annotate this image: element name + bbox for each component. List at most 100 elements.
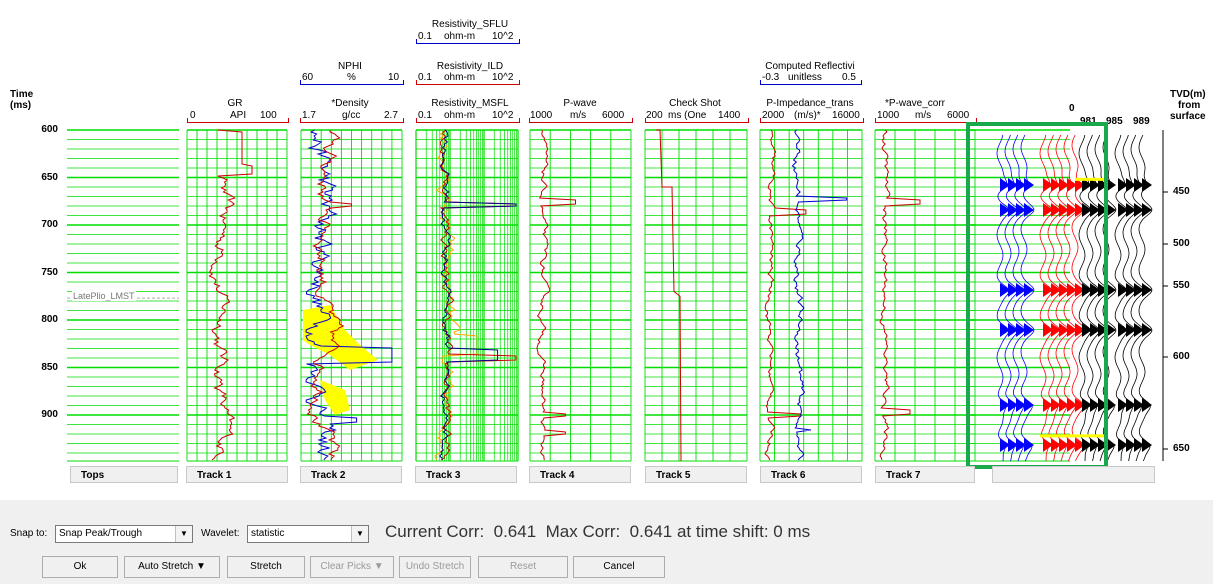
seismic-peak-fill: [1082, 438, 1092, 452]
seismic-peak-fill: [1043, 283, 1053, 297]
seismic-peak-fill: [1098, 323, 1108, 337]
seismic-peak-fill: [1059, 178, 1069, 192]
gr-curve: [208, 129, 253, 461]
seismic-peak-fill: [1126, 398, 1136, 412]
seismic-peak-fill: [1090, 438, 1100, 452]
seismic-peak-fill: [1106, 438, 1116, 452]
msfl-header: Resistivity_MSFL: [431, 98, 509, 109]
ok-button[interactable]: Ok: [42, 556, 118, 578]
seismic-peak-fill: [1067, 283, 1077, 297]
sflu-curve: [438, 129, 517, 461]
pwave-header: P-wave: [563, 98, 597, 109]
auto-stretch-button[interactable]: Auto Stretch ▼: [124, 556, 220, 578]
sflu-header: Resistivity_SFLU: [431, 19, 509, 30]
track-button-4[interactable]: Track 4: [529, 466, 631, 483]
seismic-peak-fill: [1075, 438, 1085, 452]
pimp-header: P-Impedance_trans: [766, 98, 854, 109]
tvd-axis-from: from: [1178, 100, 1201, 111]
track-button-6[interactable]: Track 6: [760, 466, 862, 483]
track-button-2[interactable]: Track 2: [300, 466, 402, 483]
seismic-peak-fill: [1067, 323, 1077, 337]
track-button-seismic[interactable]: [992, 466, 1155, 483]
nphi-curve: [305, 129, 393, 461]
seismic-peak-fill: [1075, 283, 1085, 297]
reflect-header: Computed Reflectivi: [765, 61, 855, 72]
seismic-peak-fill: [1043, 398, 1053, 412]
seismic-peak-fill: [1098, 178, 1108, 192]
seismic-peak-fill: [1024, 323, 1034, 337]
wavelet-select[interactable]: statistic ▼: [247, 525, 369, 543]
pwave-corr-curve: [879, 129, 921, 461]
seismic-peak-fill: [1075, 398, 1085, 412]
seismic-peak-fill: [1067, 178, 1077, 192]
seismic-peak-fill: [1090, 398, 1100, 412]
seismic-peak-fill: [1082, 203, 1092, 217]
seismic-peak-fill: [1118, 203, 1128, 217]
seismic-peak-fill: [1142, 283, 1152, 297]
track-button-5[interactable]: Track 5: [645, 466, 747, 483]
wavelet-label: Wavelet:: [201, 528, 240, 539]
tvd-axis-surface: surface: [1170, 111, 1206, 122]
track-button-tops[interactable]: Tops: [70, 466, 178, 483]
track-button-3[interactable]: Track 3: [415, 466, 517, 483]
seismic-peak-fill: [1000, 398, 1010, 412]
plot-canvas: [67, 122, 1168, 469]
seismic-peak-fill: [1059, 438, 1069, 452]
pwave-scale-line: [529, 118, 633, 123]
seismic-peak-fill: [1118, 283, 1128, 297]
tvd-tick: 500: [1173, 238, 1190, 249]
snap-label: Snap to:: [10, 528, 48, 539]
snap-select[interactable]: Snap Peak/Trough ▼: [55, 525, 193, 543]
seismic-peak-fill: [1051, 283, 1061, 297]
reset-button[interactable]: Reset: [478, 556, 568, 578]
stretch-button[interactable]: Stretch: [227, 556, 305, 578]
well-tie-plot: Time (ms) 600 650 700 750 800 850 900 TVD(m) f…: [0, 0, 1213, 500]
seismic-peak-fill: [1043, 438, 1053, 452]
seismic-peak-fill: [1075, 178, 1085, 192]
seismic-peak-fill: [1000, 323, 1010, 337]
track-button-7[interactable]: Track 7: [875, 466, 975, 483]
pwavecorr-scale-line: [875, 118, 977, 123]
seismic-peak-fill: [1106, 283, 1116, 297]
pimp-curve: [764, 129, 807, 461]
time-tick: 600: [41, 124, 58, 135]
correlation-status: Current Corr: 0.641 Max Corr: 0.641 at t…: [385, 522, 811, 541]
seismic-peak-fill: [1142, 398, 1152, 412]
seismic-peak-fill: [1106, 178, 1116, 192]
track-button-1[interactable]: Track 1: [186, 466, 288, 483]
undo-stretch-button[interactable]: Undo Stretch: [399, 556, 471, 578]
seismic-peak-fill: [1024, 438, 1034, 452]
pwave-curve: [536, 129, 576, 461]
density-scale-line: [300, 118, 404, 123]
msfl-curve: [434, 129, 478, 461]
density-crossover-fill: [303, 305, 378, 370]
seismic-peak-fill: [1106, 203, 1116, 217]
seismic-peak-fill: [1126, 178, 1136, 192]
seismic-peak-fill: [1142, 178, 1152, 192]
seismic-peak-fill: [1118, 398, 1128, 412]
seismic-peak-fill: [1051, 203, 1061, 217]
seismic-peak-fill: [1043, 323, 1053, 337]
seismic-peak-fill: [1016, 398, 1026, 412]
seismic-peak-fill: [1059, 203, 1069, 217]
clear-picks-button[interactable]: Clear Picks ▼: [310, 556, 394, 578]
cancel-button[interactable]: Cancel: [573, 556, 665, 578]
seismic-peak-fill: [1142, 203, 1152, 217]
seismic-peak-fill: [1090, 203, 1100, 217]
time-axis-unit: (ms): [10, 100, 32, 111]
seismic-peak-fill: [1075, 323, 1085, 337]
density-curve: [306, 129, 352, 461]
seismic-peak-fill: [1000, 203, 1010, 217]
ild-header: Resistivity_ILD: [436, 61, 504, 72]
tvd-tick: 650: [1173, 443, 1190, 454]
seismic-peak-fill: [1059, 323, 1069, 337]
tvd-tick: 450: [1173, 186, 1190, 197]
seismic-peak-fill: [1118, 178, 1128, 192]
seismic-peak-fill: [1106, 398, 1116, 412]
seismic-trace-label: 981: [1080, 116, 1097, 127]
seismic-peak-fill: [1000, 283, 1010, 297]
seismic-peak-fill: [1016, 283, 1026, 297]
seismic-peak-fill: [1051, 398, 1061, 412]
seismic-peak-fill: [1024, 203, 1034, 217]
seismic-peak-fill: [1043, 178, 1053, 192]
